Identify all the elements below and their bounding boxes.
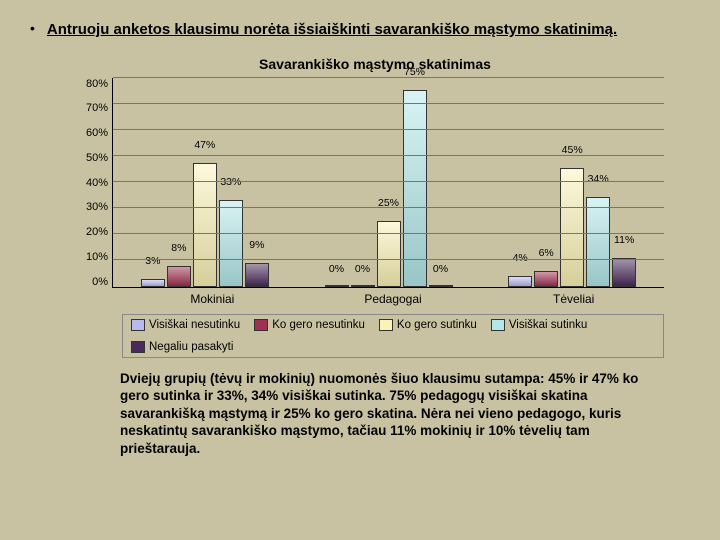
bar-wrap: 3%: [141, 78, 165, 287]
bar-wrap: 11%: [612, 78, 636, 287]
bar: [534, 271, 558, 287]
bar-wrap: 75%: [403, 78, 427, 287]
legend-label: Visiškai nesutinku: [149, 319, 240, 331]
bar: [560, 168, 584, 286]
bar-value-label: 11%: [614, 234, 634, 246]
grid-line: [113, 155, 664, 156]
grid-line: [113, 259, 664, 260]
bar-wrap: 45%: [560, 78, 584, 287]
bar: [141, 279, 165, 287]
plot-area: 3% 8% 47% 33% 9% 0% 0% 25%75% 0% 4% 6% 45% 34% 11%: [112, 78, 664, 288]
legend-swatch: [131, 341, 145, 353]
bar: [612, 258, 636, 287]
bar-wrap: 9%: [245, 78, 269, 287]
y-tick: 40%: [86, 177, 108, 189]
y-axis: 80% 70% 60% 50% 40% 30% 20% 10% 0%: [86, 78, 112, 288]
grid-line: [113, 207, 664, 208]
bar-wrap: 47%: [193, 78, 217, 287]
bar-value-label: 8%: [171, 242, 186, 254]
bar-value-label: 3%: [145, 255, 160, 267]
legend-swatch: [254, 319, 268, 331]
x-label: Mokiniai: [122, 288, 303, 306]
y-tick: 50%: [86, 152, 108, 164]
legend-label: Visiškai sutinku: [509, 319, 587, 331]
bar: [245, 263, 269, 287]
chart-container: Savarankiško mąstymo skatinimas 80% 70% 60…: [80, 50, 670, 362]
body-text: Dviejų grupių (tėvų ir mokinių) nuomonės…: [120, 370, 660, 458]
bar-value-label: 9%: [249, 239, 264, 251]
legend-label: Negaliu pasakyti: [149, 341, 233, 353]
bar-value-label: 6%: [539, 247, 554, 259]
grid-line: [113, 103, 664, 104]
bar-value-label: 47%: [194, 139, 215, 151]
bar-value-label: 0%: [355, 263, 370, 275]
x-label: Tėveliai: [483, 288, 664, 306]
legend-item: Visiškai nesutinku: [131, 319, 240, 331]
grid-line: [113, 129, 664, 130]
grid-line: [113, 77, 664, 78]
y-tick: 30%: [86, 201, 108, 213]
legend-swatch: [491, 319, 505, 331]
bar: [377, 221, 401, 287]
heading-row: • Antruoju anketos klausimu norėta išsia…: [30, 20, 690, 40]
grid-line: [113, 233, 664, 234]
chart-title: Savarankiško mąstymo skatinimas: [86, 56, 664, 72]
bar-group: 0% 0% 25%75% 0%: [297, 78, 481, 287]
bar-group: 3% 8% 47% 33% 9%: [113, 78, 297, 287]
bar-value-label: 34%: [588, 173, 609, 185]
bar-value-label: 0%: [329, 263, 344, 275]
bullet-icon: •: [30, 20, 35, 37]
bar: [351, 285, 375, 287]
bar: [429, 285, 453, 287]
bar-value-label: 4%: [513, 252, 528, 264]
bar-group: 4% 6% 45% 34% 11%: [480, 78, 664, 287]
grid-line: [113, 181, 664, 182]
plot-wrap: 80% 70% 60% 50% 40% 30% 20% 10% 0% 3% 8% 47% 33% 9% 0…: [86, 78, 664, 358]
y-tick: 0%: [92, 276, 108, 288]
y-tick: 80%: [86, 78, 108, 90]
bar-wrap: 0%: [351, 78, 375, 287]
bar: [403, 90, 427, 287]
legend-item: Negaliu pasakyti: [131, 341, 233, 353]
bar: [586, 197, 610, 286]
y-tick: 10%: [86, 251, 108, 263]
legend-label: Ko gero sutinku: [397, 319, 477, 331]
legend: Visiškai nesutinku Ko gero nesutinku Ko ge…: [122, 314, 664, 358]
y-tick: 20%: [86, 226, 108, 238]
bar: [219, 200, 243, 287]
bar-wrap: 4%: [508, 78, 532, 287]
bar-wrap: 33%: [219, 78, 243, 287]
legend-item: Ko gero nesutinku: [254, 319, 365, 331]
plot-row: 80% 70% 60% 50% 40% 30% 20% 10% 0% 3% 8% 47% 33% 9% 0…: [86, 78, 664, 288]
bar: [508, 276, 532, 287]
legend-label: Ko gero nesutinku: [272, 319, 365, 331]
bar-wrap: 6%: [534, 78, 558, 287]
legend-swatch: [131, 319, 145, 331]
bar-wrap: 25%: [377, 78, 401, 287]
bar: [167, 266, 191, 287]
y-tick: 70%: [86, 102, 108, 114]
bar-wrap: 8%: [167, 78, 191, 287]
legend-swatch: [379, 319, 393, 331]
x-label: Pedagogai: [303, 288, 484, 306]
bar-wrap: 0%: [325, 78, 349, 287]
bar-wrap: 0%: [429, 78, 453, 287]
bar-groups: 3% 8% 47% 33% 9% 0% 0% 25%75% 0% 4% 6% 45% 34% 11%: [113, 78, 664, 287]
x-axis: MokiniaiPedagogaiTėveliai: [122, 288, 664, 306]
y-tick: 60%: [86, 127, 108, 139]
bar: [325, 285, 349, 287]
page-heading: Antruoju anketos klausimu norėta išsiaiš…: [47, 20, 617, 40]
bar-value-label: 0%: [433, 263, 448, 275]
bar-wrap: 34%: [586, 78, 610, 287]
legend-item: Ko gero sutinku: [379, 319, 477, 331]
legend-item: Visiškai sutinku: [491, 319, 587, 331]
